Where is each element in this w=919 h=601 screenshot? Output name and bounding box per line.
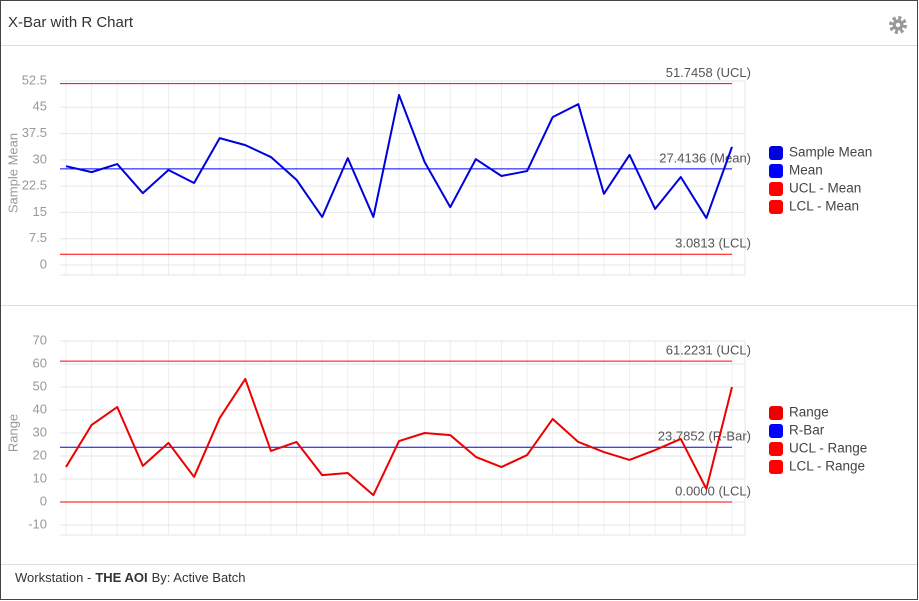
legend-label: R-Bar: [789, 423, 825, 438]
y-tick-label: 30: [33, 151, 47, 166]
legend-label: LCL - Mean: [789, 199, 859, 214]
legend-label: Sample Mean: [789, 145, 872, 160]
y-tick-label: 70: [33, 332, 47, 347]
legend-swatch: [769, 200, 783, 214]
legend-label: UCL - Range: [789, 441, 867, 456]
y-tick-label: 7.5: [29, 230, 47, 245]
y-tick-label: 10: [33, 470, 47, 485]
footer-text: Workstation - THE AOI By: Active Batch: [15, 570, 246, 585]
legend-swatch: [769, 424, 783, 438]
settings-icon[interactable]: [889, 16, 907, 34]
y-tick-label: 40: [33, 401, 47, 416]
legend-item[interactable]: LCL - Mean: [769, 199, 859, 214]
legend-label: UCL - Mean: [789, 181, 861, 196]
legend-swatch: [769, 442, 783, 456]
legend-swatch: [769, 146, 783, 160]
y-tick-label: 0: [40, 493, 47, 508]
legend-label: Mean: [789, 163, 823, 178]
y-tick-label: 52.5: [22, 72, 47, 87]
gear-teeth[interactable]: [889, 16, 907, 34]
legend-item[interactable]: LCL - Range: [769, 459, 865, 474]
data-line: [65, 94, 733, 220]
reference-label: 3.0813 (LCL): [675, 236, 751, 251]
reference-label: 27.4136 (Mean): [659, 150, 751, 165]
reference-label: 61.2231 (UCL): [666, 343, 751, 358]
legend-item[interactable]: Sample Mean: [769, 145, 872, 160]
y-tick-label: 20: [33, 447, 47, 462]
y-tick-label: 60: [33, 355, 47, 370]
footer-name: THE AOI: [95, 570, 147, 585]
reference-label: 51.7458 (UCL): [666, 65, 751, 80]
y-tick-label: 0: [40, 256, 47, 271]
legend-item[interactable]: R-Bar: [769, 423, 825, 438]
y-tick-label: 15: [33, 204, 47, 219]
legend-swatch: [769, 460, 783, 474]
y-tick-label: 45: [33, 99, 47, 114]
legend-swatch: [769, 182, 783, 196]
legend-item[interactable]: Mean: [769, 163, 823, 178]
legend-item[interactable]: UCL - Mean: [769, 181, 861, 196]
footer-suffix: By: Active Batch: [152, 570, 246, 585]
legend-label: LCL - Range: [789, 459, 865, 474]
reference-label: 23.7852 (R-Bar): [658, 429, 751, 444]
y-axis-title: Sample Mean: [5, 133, 20, 213]
legend-item[interactable]: Range: [769, 405, 829, 420]
legend-swatch: [769, 164, 783, 178]
y-tick-label: 37.5: [22, 125, 47, 140]
y-tick-label: 50: [33, 378, 47, 393]
y-tick-label: 30: [33, 424, 47, 439]
footer-prefix: Workstation -: [15, 570, 91, 585]
gear-hole[interactable]: [895, 22, 901, 28]
y-tick-label: -10: [28, 516, 47, 531]
data-line: [65, 377, 733, 497]
y-tick-label: 22.5: [22, 178, 47, 193]
legend-swatch: [769, 406, 783, 420]
y-axis-title: Range: [5, 414, 20, 452]
legend-label: Range: [789, 405, 829, 420]
legend-item[interactable]: UCL - Range: [769, 441, 867, 456]
widget-title: X-Bar with R Chart: [8, 14, 134, 31]
reference-label: 0.0000 (LCL): [675, 483, 751, 498]
